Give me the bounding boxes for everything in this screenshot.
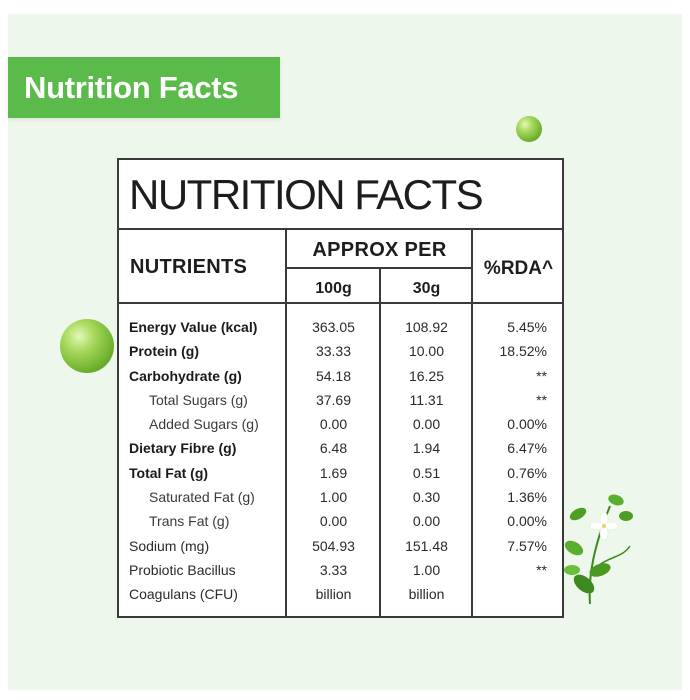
table-row: Total Fat (g) 1.69 0.51 0.76% (119, 461, 562, 485)
table-row: Carbohydrate (g) 54.18 16.25 ** (119, 364, 562, 388)
table-row: Saturated Fat (g) 1.00 0.30 1.36% (119, 485, 562, 509)
nutrient-name: Trans Fat (g) (149, 513, 230, 530)
value-100g: 0.00 (319, 513, 348, 530)
nutrition-facts-banner: Nutrition Facts (8, 57, 280, 118)
value-30g: 0.00 (412, 416, 441, 433)
value-rda: 5.45% (507, 319, 547, 335)
value-rda: 7.57% (507, 537, 547, 554)
value-30g: billion (408, 586, 445, 603)
value-100g: 504.93 (312, 537, 355, 554)
pea-image-large (60, 319, 114, 373)
pea-image-small (516, 116, 542, 142)
nutrient-rows: Energy Value (kcal) 363.05 108.92 5.45% Pro… (119, 315, 562, 607)
value-rda: 1.36% (507, 489, 547, 506)
header-nutrients: NUTRIENTS (130, 256, 248, 278)
table-row: Probiotic Bacillus 3.33 1.00 ** (119, 558, 562, 582)
value-30g: 16.25 (408, 367, 445, 384)
value-30g: 11.31 (409, 391, 444, 408)
value-100g: billion (315, 586, 352, 603)
table-row: Added Sugars (g) 0.00 0.00 0.00% (119, 412, 562, 436)
nutrition-facts-table: NUTRITION FACTS NUTRIENTS APPROX PER 100… (117, 158, 564, 618)
value-100g: 1.69 (319, 464, 348, 481)
value-100g: 0.00 (319, 416, 348, 433)
table-row: Coagulans (CFU) billion billion (119, 582, 562, 606)
column-divider-nutrients (285, 230, 287, 616)
header-approx-per: APPROX PER (312, 239, 447, 261)
column-divider-100g (379, 267, 381, 616)
header-100g: 100g (315, 280, 352, 297)
value-30g: 108.92 (405, 319, 448, 335)
nutrient-name: Protein (g) (129, 343, 199, 360)
nutrient-name: Added Sugars (g) (149, 416, 259, 433)
value-rda: ** (536, 561, 547, 578)
table-row: Sodium (mg) 504.93 151.48 7.57% (119, 534, 562, 558)
header-30g: 30g (412, 280, 441, 297)
value-100g: 3.33 (319, 561, 348, 578)
value-30g: 10.00 (408, 343, 445, 360)
table-row: Total Sugars (g) 37.69 11.31 ** (119, 388, 562, 412)
value-rda: 0.76% (507, 464, 547, 481)
value-100g: 6.48 (319, 440, 348, 457)
value-100g: 33.33 (315, 343, 352, 360)
value-30g: 151.48 (405, 537, 448, 554)
value-100g: 1.00 (319, 489, 348, 506)
value-rda: 0.00% (507, 416, 547, 433)
nutrient-name: Sodium (mg) (129, 537, 210, 554)
header-bottom-divider (119, 302, 562, 304)
nutrient-name: Carbohydrate (g) (129, 367, 242, 384)
value-100g: 363.05 (312, 319, 355, 335)
nutrient-name: Total Sugars (g) (149, 391, 248, 408)
table-title: NUTRITION FACTS (119, 160, 562, 230)
nutrient-name: Dietary Fibre (g) (129, 440, 237, 457)
value-30g: 0.30 (412, 489, 441, 506)
value-rda: 18.52% (499, 343, 547, 360)
value-100g: 54.18 (315, 367, 352, 384)
nutrient-name: Total Fat (g) (129, 464, 209, 481)
value-30g: 1.00 (412, 561, 441, 578)
value-30g: 1.94 (412, 440, 441, 457)
table-row: Energy Value (kcal) 363.05 108.92 5.45% (119, 315, 562, 339)
pea-sprig-image (564, 494, 633, 605)
table-row: Dietary Fibre (g) 6.48 1.94 6.47% (119, 436, 562, 460)
banner-title: Nutrition Facts (24, 69, 239, 105)
value-rda: ** (536, 391, 547, 408)
nutrient-name: Probiotic Bacillus (129, 561, 236, 578)
value-30g: 0.00 (412, 513, 441, 530)
value-30g: 0.51 (412, 464, 441, 481)
nutrient-name: Energy Value (kcal) (129, 319, 258, 335)
value-rda: 0.00% (507, 513, 547, 530)
table-row: Trans Fat (g) 0.00 0.00 0.00% (119, 509, 562, 533)
nutrient-name: Coagulans (CFU) (129, 586, 238, 603)
value-100g: 37.69 (315, 391, 352, 408)
value-rda: ** (536, 367, 547, 384)
header-rda: %RDA^ (483, 258, 554, 279)
value-rda: 6.47% (507, 440, 547, 457)
approx-per-divider (285, 267, 473, 269)
column-divider-rda (471, 230, 473, 616)
nutrient-name: Saturated Fat (g) (149, 489, 255, 506)
table-row: Protein (g) 33.33 10.00 18.52% (119, 339, 562, 363)
